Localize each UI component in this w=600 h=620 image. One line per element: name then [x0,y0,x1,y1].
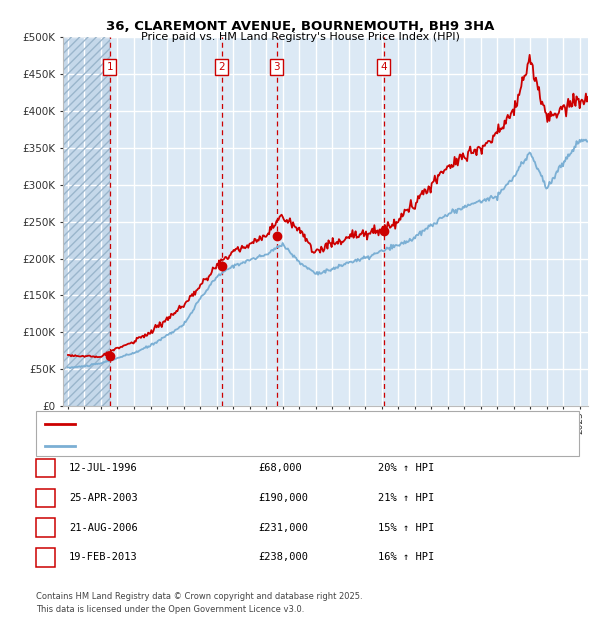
Text: 4: 4 [42,552,49,562]
Text: 36, CLAREMONT AVENUE, BOURNEMOUTH, BH9 3HA: 36, CLAREMONT AVENUE, BOURNEMOUTH, BH9 3… [106,20,494,33]
Text: £190,000: £190,000 [258,493,308,503]
Text: 25-APR-2003: 25-APR-2003 [69,493,138,503]
Text: 21-AUG-2006: 21-AUG-2006 [69,523,138,533]
Text: 2: 2 [42,493,49,503]
Text: 4: 4 [380,62,387,72]
Text: £238,000: £238,000 [258,552,308,562]
Text: This data is licensed under the Open Government Licence v3.0.: This data is licensed under the Open Gov… [36,604,304,614]
Bar [63,37,110,406]
Text: 19-FEB-2013: 19-FEB-2013 [69,552,138,562]
Bar [63,37,110,406]
Text: 12-JUL-1996: 12-JUL-1996 [69,463,138,473]
Text: 21% ↑ HPI: 21% ↑ HPI [378,493,434,503]
Text: 20% ↑ HPI: 20% ↑ HPI [378,463,434,473]
Text: HPI: Average price, semi-detached house, Bournemouth Christchurch and Poole: HPI: Average price, semi-detached house,… [81,441,472,451]
Text: 36, CLAREMONT AVENUE, BOURNEMOUTH, BH9 3HA (semi-detached house): 36, CLAREMONT AVENUE, BOURNEMOUTH, BH9 3… [81,418,454,428]
Text: £68,000: £68,000 [258,463,302,473]
Text: 16% ↑ HPI: 16% ↑ HPI [378,552,434,562]
Text: 15% ↑ HPI: 15% ↑ HPI [378,523,434,533]
Text: 1: 1 [107,62,113,72]
Text: £231,000: £231,000 [258,523,308,533]
Text: 3: 3 [42,523,49,533]
Text: Price paid vs. HM Land Registry's House Price Index (HPI): Price paid vs. HM Land Registry's House … [140,32,460,42]
Text: 3: 3 [274,62,280,72]
Text: Contains HM Land Registry data © Crown copyright and database right 2025.: Contains HM Land Registry data © Crown c… [36,592,362,601]
Text: 2: 2 [218,62,225,72]
Text: 1: 1 [42,463,49,473]
